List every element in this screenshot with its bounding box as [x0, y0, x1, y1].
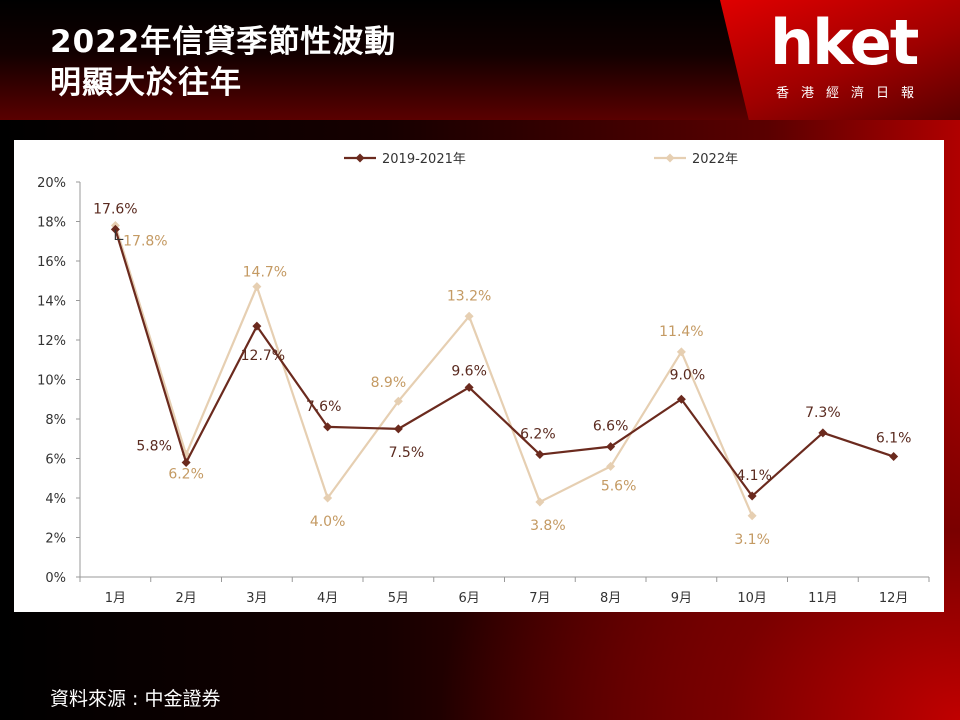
series-2022-data-label: 5.6% [601, 478, 637, 494]
series-2022-data-label: 11.4% [659, 324, 703, 340]
series-2022-marker [676, 347, 686, 357]
series-2022-data-label: 13.2% [447, 288, 491, 304]
y-tick-label: 18% [37, 216, 66, 231]
series-2019-2021-data-label: 6.6% [593, 419, 629, 435]
x-tick-label: 3月 [246, 591, 267, 606]
series-2022-marker [606, 461, 616, 471]
x-tick-label: 5月 [388, 591, 409, 606]
chart-panel: 0% 2% 4% 6% 8% 10% 12% 14% 16% 18% 20% 1月 2月 3月 4月 5月 6月… [14, 140, 944, 612]
series-2019-2021-data-label: 7.6% [306, 399, 342, 415]
series-2022-marker [323, 493, 333, 503]
y-tick-label: 10% [37, 374, 66, 389]
series-2019-2021-marker [889, 452, 899, 462]
series-2019-2021-marker [181, 457, 191, 467]
series-2019-2021-data-label: 6.2% [520, 427, 556, 443]
x-tick-label: 6月 [458, 591, 479, 606]
series-2022-data-label: 3.1% [734, 532, 770, 548]
page-title: 2022年信貸季節性波動 明顯大於往年 [50, 22, 396, 104]
legend-label: 2019-2021年 [382, 152, 466, 167]
y-tick-label: 8% [45, 413, 66, 428]
y-tick-label: 12% [37, 334, 66, 349]
y-tick-label: 6% [45, 453, 66, 468]
series-2022-data-label: 17.8% [123, 233, 167, 249]
hket-logo: hket 香港經濟日報 [770, 8, 946, 108]
y-tick-label: 16% [37, 255, 66, 270]
title-line-2: 明顯大於往年 [50, 65, 242, 101]
series-2022-marker [747, 511, 757, 521]
series-2019-2021-marker [110, 224, 120, 234]
series-2019-2021-marker [818, 428, 828, 438]
series-2019-2021-data-label: 7.3% [805, 405, 841, 421]
series-2022-data-label: 14.7% [243, 265, 287, 281]
logo-wordmark: hket [770, 6, 919, 79]
series-2019-2021-marker [747, 491, 757, 501]
series-2022-data-label: 3.8% [530, 518, 566, 534]
series-2019-2021-data-label: 17.6% [93, 201, 137, 217]
y-tick-label: 14% [37, 295, 66, 310]
header-accent [720, 0, 960, 120]
y-tick-label: 20% [37, 176, 66, 191]
series-2022-data-label: 8.9% [371, 375, 407, 391]
y-tick-label: 0% [45, 571, 66, 586]
series-2019-2021-data-label: 12.7% [241, 348, 285, 364]
series-2019-2021-marker [606, 442, 616, 452]
legend-marker [355, 153, 365, 163]
legend-marker [665, 153, 675, 163]
series-2019-2021-data-label: 9.6% [451, 363, 487, 379]
series-2022-marker [535, 497, 545, 507]
series-2019-2021-marker [252, 321, 262, 331]
series-2022-marker [464, 311, 474, 321]
x-tick-label: 12月 [879, 591, 909, 606]
source-note: 資料來源 : 中金證券 [50, 688, 221, 710]
series-2022-line [114, 225, 754, 517]
series-2019-2021-marker [535, 450, 545, 460]
logo-subtitle: 香港經濟日報 [776, 86, 927, 101]
series-2019-2021-marker [676, 394, 686, 404]
series-2019-2021-line [114, 229, 894, 498]
series-2019-2021-data-label: 9.0% [670, 367, 706, 383]
series-2022-data-label: 6.2% [168, 467, 204, 483]
x-tick-label: 9月 [671, 591, 692, 606]
x-tick-label: 8月 [600, 591, 621, 606]
series-2019-2021-marker [323, 422, 333, 432]
series-2019-2021-marker [393, 424, 403, 434]
y-tick-label: 2% [45, 532, 66, 547]
series-2019-2021-data-label: 4.1% [736, 468, 772, 484]
series-2019-2021-marker [464, 382, 474, 392]
x-tick-label: 4月 [317, 591, 338, 606]
x-tick-label: 10月 [737, 591, 767, 606]
x-tick-label: 11月 [808, 591, 838, 606]
series-2022-marker [393, 396, 403, 406]
legend-label: 2022年 [692, 152, 738, 167]
x-tick-label: 1月 [105, 591, 126, 606]
label-leader-line [114, 229, 124, 241]
series-2019-2021-data-label: 6.1% [876, 431, 912, 447]
x-tick-label: 7月 [529, 591, 550, 606]
title-line-1: 2022年信貸季節性波動 [50, 24, 397, 60]
series-2019-2021-data-label: 7.5% [389, 445, 425, 461]
line-chart: 0% 2% 4% 6% 8% 10% 12% 14% 16% 18% 20% 1月 2月 3月 4月 5月 6月… [37, 152, 930, 606]
series-2022-data-label: 4.0% [310, 514, 346, 530]
series-2022-marker [252, 282, 262, 292]
y-tick-label: 4% [45, 492, 66, 507]
series-2019-2021-data-label: 5.8% [136, 438, 172, 454]
x-tick-label: 2月 [175, 591, 196, 606]
